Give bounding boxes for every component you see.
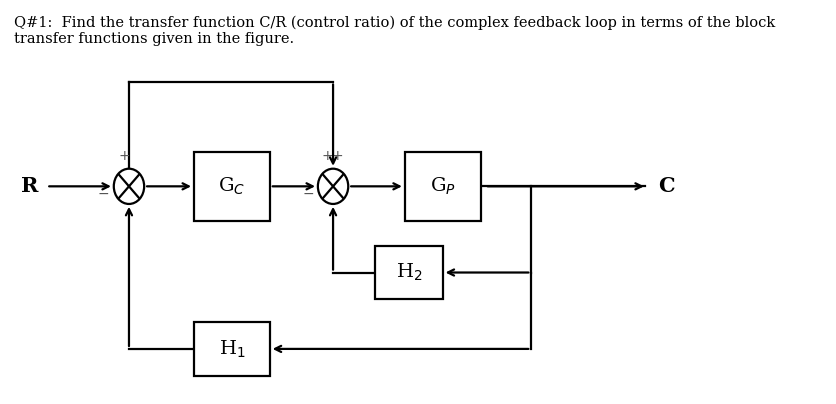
Text: Q#1:  Find the transfer function C/R (control ratio) of the complex feedback loo: Q#1: Find the transfer function C/R (con… xyxy=(14,16,776,30)
Text: C: C xyxy=(658,176,675,196)
Text: G$_{C}$: G$_{C}$ xyxy=(218,176,246,197)
Text: +: + xyxy=(331,149,343,163)
Text: −: − xyxy=(302,187,314,201)
Text: H$_{1}$: H$_{1}$ xyxy=(218,338,245,360)
Bar xyxy=(194,152,270,221)
Text: R: R xyxy=(21,176,38,196)
Circle shape xyxy=(318,169,349,204)
Text: G$_{P}$: G$_{P}$ xyxy=(430,176,456,197)
Text: H$_{2}$: H$_{2}$ xyxy=(395,262,422,283)
Bar xyxy=(375,246,443,299)
Text: +: + xyxy=(321,149,333,163)
Text: −: − xyxy=(98,187,110,201)
Text: transfer functions given in the figure.: transfer functions given in the figure. xyxy=(14,32,294,46)
Text: +: + xyxy=(118,149,130,163)
Bar xyxy=(405,152,481,221)
Circle shape xyxy=(114,169,144,204)
Bar xyxy=(194,322,270,376)
